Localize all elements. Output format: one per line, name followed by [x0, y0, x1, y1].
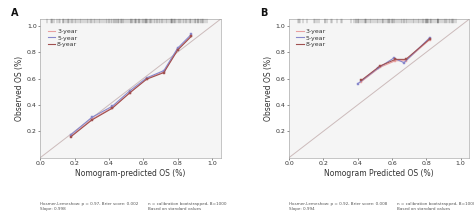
X-axis label: Nomogram Predicted OS (%): Nomogram Predicted OS (%) [324, 169, 434, 178]
Text: n = calibration bootstrapped, B=1000
Based on standard values: n = calibration bootstrapped, B=1000 Bas… [148, 202, 227, 211]
Legend: 3-year, 5-year, 8-year: 3-year, 5-year, 8-year [294, 26, 328, 49]
Y-axis label: Observed OS (%): Observed OS (%) [264, 56, 273, 121]
Legend: 3-year, 5-year, 8-year: 3-year, 5-year, 8-year [45, 26, 80, 49]
Text: Hosmer-Lemeshow: p = 0.97, Brier score: 0.002
Slope: 0.998: Hosmer-Lemeshow: p = 0.97, Brier score: … [40, 202, 139, 211]
Text: A: A [11, 8, 19, 18]
Y-axis label: Observed OS (%): Observed OS (%) [15, 56, 24, 121]
X-axis label: Nomogram-predicted OS (%): Nomogram-predicted OS (%) [75, 169, 186, 178]
Text: n = calibration bootstrapped, B=1000
Based on standard values: n = calibration bootstrapped, B=1000 Bas… [397, 202, 474, 211]
Text: B: B [260, 8, 267, 18]
Text: Hosmer-Lemeshow: p = 0.92, Brier score: 0.008
Slope: 0.994: Hosmer-Lemeshow: p = 0.92, Brier score: … [289, 202, 387, 211]
